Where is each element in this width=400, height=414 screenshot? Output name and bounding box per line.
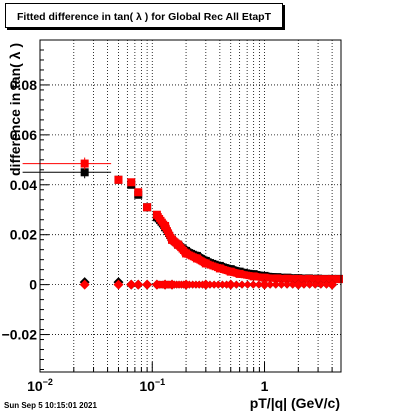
data-point-diamond: [305, 280, 314, 289]
data-point-diamond: [210, 280, 219, 289]
x-axis-label: pT/|q| (GeV/c): [249, 395, 340, 411]
data-point-diamond: [79, 279, 90, 290]
data-point-diamond: [271, 280, 280, 289]
x-tick-label: 10−2: [27, 377, 53, 394]
data-point-square: [80, 168, 89, 177]
chart-title: Fitted difference in tan( λ ) for Global…: [17, 11, 271, 23]
data-point-diamond: [205, 280, 214, 289]
data-point-diamond: [316, 280, 325, 289]
data-point-diamond: [259, 279, 270, 290]
data-point-diamond: [327, 279, 338, 290]
timestamp-footer: Sun Sep 5 10:15:01 2021: [4, 401, 97, 410]
data-point-diamond: [142, 279, 153, 290]
data-point-diamond: [113, 279, 124, 290]
data-point-square: [134, 188, 143, 197]
data-point-diamond: [283, 280, 292, 289]
data-point-diamond: [293, 279, 304, 290]
chart-title-box: Fitted difference in tan( λ ) for Global…: [5, 3, 283, 28]
data-point-square: [143, 203, 152, 212]
data-point-square: [80, 159, 89, 168]
data-point-diamond: [288, 280, 297, 289]
y-tick-label: 0: [29, 277, 37, 293]
y-tick-label: 0.02: [10, 227, 37, 243]
data-point-diamond: [277, 280, 286, 289]
data-point-square: [114, 175, 123, 184]
x-tick-label: 1: [261, 378, 269, 394]
y-tick-label: 0.08: [10, 77, 37, 93]
plot-frame: [39, 39, 342, 373]
y-axis-label: difference in tan( λ ): [7, 42, 23, 176]
data-point-diamond: [311, 280, 320, 289]
x-tick-label: 10−1: [139, 377, 165, 394]
data-layer: [22, 157, 343, 290]
data-point-square: [334, 275, 343, 284]
data-point-diamond: [237, 280, 246, 289]
data-point-diamond: [266, 280, 275, 289]
data-point-diamond: [200, 279, 211, 290]
data-point-diamond: [133, 279, 144, 290]
data-point-diamond: [243, 280, 252, 289]
data-point-diamond: [225, 279, 236, 290]
data-point-diamond: [254, 280, 263, 289]
data-point-diamond: [232, 280, 241, 289]
y-tick-label: −0.02: [2, 327, 38, 343]
data-point-diamond: [249, 280, 258, 289]
grid: [40, 40, 341, 372]
data-point-diamond: [322, 280, 331, 289]
y-tick-label: 0.06: [10, 127, 37, 143]
data-point-diamond: [214, 280, 223, 289]
data-point-diamond: [299, 280, 308, 289]
data-point-diamond: [218, 280, 227, 289]
y-tick-label: 0.04: [10, 177, 37, 193]
data-point-diamond: [126, 279, 137, 290]
data-point-square: [127, 178, 136, 187]
